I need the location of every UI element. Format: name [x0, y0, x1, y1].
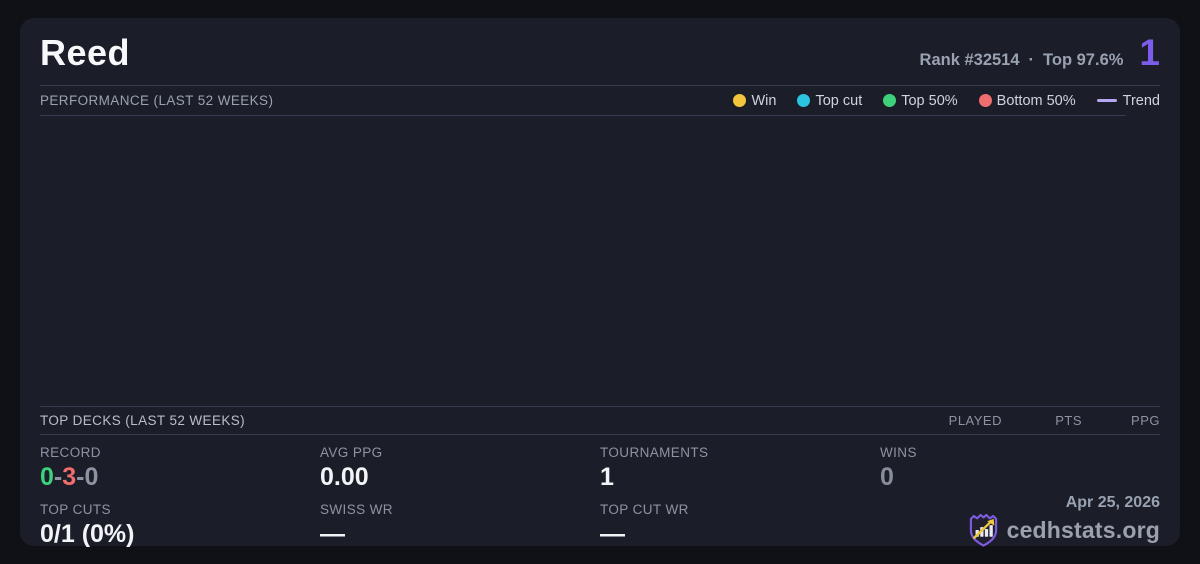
- avg-ppg-label: AVG PPG: [320, 445, 383, 460]
- swiss-wr-label: SWISS WR: [320, 502, 393, 517]
- legend-item-trend: Trend: [1096, 92, 1160, 109]
- record-wins: 0: [40, 463, 54, 491]
- tournaments-value: 1: [600, 463, 614, 491]
- stat-avg-ppg: AVG PPG 0.00: [320, 435, 600, 492]
- column-header-ppg: PPG: [1131, 413, 1160, 428]
- legend-label: Top 50%: [901, 92, 958, 109]
- stat-wins: WINS 0: [880, 435, 1160, 492]
- card-footer: Apr 25, 2026 cedhstats.org: [880, 492, 1160, 553]
- win-legend-dot-icon: [733, 94, 747, 107]
- tournaments-label: TOURNAMENTS: [600, 445, 709, 460]
- legend-label: Trend: [1122, 92, 1160, 109]
- date-label: Apr 25, 2026: [1065, 494, 1160, 511]
- trend-line-icon: [1096, 99, 1117, 102]
- top-decks-top-divider: [40, 406, 1160, 407]
- record-label: RECORD: [40, 445, 101, 460]
- big-rank-number: 1: [1139, 32, 1160, 73]
- rank-summary: Rank #32514 · Top 97.6% 1: [920, 34, 1160, 71]
- top50-legend-dot-icon: [883, 94, 897, 107]
- chart-legend: Win Top cut Top 50% Bottom 50% Trend: [733, 93, 1160, 109]
- stat-record: RECORD 0-3-0: [40, 435, 320, 492]
- top-cut-wr-label: TOP CUT WR: [600, 502, 689, 517]
- performance-section-title: PERFORMANCE (LAST 52 WEEKS): [40, 93, 274, 108]
- performance-chart: [40, 116, 1160, 406]
- record-losses: 3: [62, 463, 77, 491]
- column-header-played: PLAYED: [948, 413, 1002, 428]
- cedhstats-shield-logo-icon: [969, 514, 997, 547]
- performance-section-header: PERFORMANCE (LAST 52 WEEKS) Win Top cut …: [40, 86, 1160, 115]
- legend-item-win: Win: [733, 93, 776, 109]
- legend-label: Win: [751, 92, 777, 109]
- top-decks-section-header: TOP DECKS (LAST 52 WEEKS) PLAYED PTS PPG: [40, 407, 1160, 434]
- wins-value: 0: [880, 463, 894, 491]
- avg-ppg-value: 0.00: [320, 463, 369, 491]
- stats-grid: RECORD 0-3-0 AVG PPG 0.00 TOURNAMENTS 1 …: [40, 435, 1160, 553]
- legend-item-bottom50: Bottom 50%: [978, 92, 1076, 109]
- brand-link[interactable]: cedhstats.org: [968, 514, 1160, 547]
- rank-separator: ·: [1028, 51, 1035, 69]
- top-cut-wr-value: —: [600, 520, 625, 548]
- top-decks-column-headers: PLAYED PTS PPG: [942, 413, 1160, 428]
- wins-label: WINS: [880, 445, 917, 460]
- record-separator: -: [53, 463, 63, 491]
- legend-item-top50: Top 50%: [883, 92, 958, 109]
- legend-label: Bottom 50%: [996, 92, 1076, 109]
- top-decks-section-title: TOP DECKS (LAST 52 WEEKS): [40, 413, 246, 428]
- brand-name: cedhstats.org: [1006, 517, 1160, 543]
- performance-divider: [40, 115, 1126, 116]
- top-decks-bottom-divider: [40, 434, 1160, 435]
- player-stats-card: Reed Rank #32514 · Top 97.6% 1 PERFORMAN…: [20, 18, 1180, 548]
- stat-top-cut-wr: TOP CUT WR —: [600, 492, 880, 553]
- bottom50-legend-dot-icon: [978, 94, 992, 107]
- record-separator: -: [76, 463, 85, 491]
- card-header: Reed Rank #32514 · Top 97.6% 1: [40, 18, 1160, 85]
- top-cuts-label: TOP CUTS: [40, 502, 111, 517]
- stat-swiss-wr: SWISS WR —: [320, 492, 600, 553]
- header-divider: [40, 85, 1160, 86]
- top-cuts-value: 0/1 (0%): [40, 520, 135, 548]
- legend-item-top-cut: Top cut: [797, 93, 862, 109]
- record-draws: 0: [84, 463, 99, 491]
- stat-tournaments: TOURNAMENTS 1: [600, 435, 880, 492]
- legend-label: Top cut: [815, 92, 863, 109]
- swiss-wr-value: —: [320, 520, 345, 548]
- top-cut-legend-dot-icon: [797, 94, 811, 107]
- page-title: Reed: [40, 32, 131, 73]
- stat-top-cuts: TOP CUTS 0/1 (0%): [40, 492, 320, 553]
- top-percent-label: Top 97.6%: [1043, 51, 1124, 69]
- rank-label: Rank #32514: [919, 51, 1020, 69]
- record-value: 0-3-0: [40, 462, 320, 492]
- column-header-pts: PTS: [1055, 413, 1082, 428]
